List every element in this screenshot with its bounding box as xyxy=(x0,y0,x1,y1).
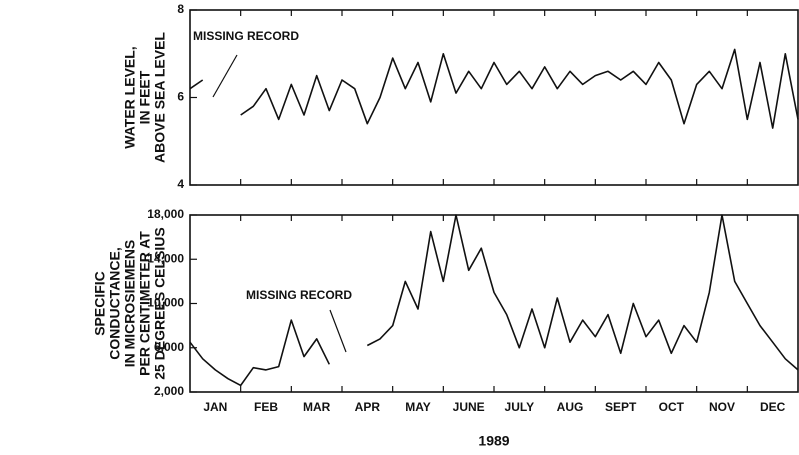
y-axis-label: 25 DEGREES CELSIUS xyxy=(152,227,168,380)
y-axis-label: PER CENTIMETER AT xyxy=(137,231,153,376)
annotation-line xyxy=(329,309,347,353)
y-tick-label: 18,000 xyxy=(147,207,184,221)
x-tick-label: JULY xyxy=(505,400,535,414)
x-tick-label: APR xyxy=(355,400,381,414)
y-axis-label: ABOVE SEA LEVEL xyxy=(152,32,168,163)
x-axis-label: 1989 xyxy=(478,433,509,449)
x-tick-label: MAR xyxy=(303,400,331,414)
x-tick-label: SEPT xyxy=(605,400,637,414)
x-tick-label: OCT xyxy=(659,400,685,414)
x-tick-label: JAN xyxy=(203,400,227,414)
y-axis-label: SPECIFIC xyxy=(92,271,108,336)
annotation: MISSING RECORD xyxy=(246,288,352,302)
y-tick-label: 2,000 xyxy=(154,384,184,398)
x-tick-label: JUNE xyxy=(453,400,485,414)
y-axis-label: CONDUCTANCE, xyxy=(107,247,123,360)
x-tick-label: NOV xyxy=(709,400,735,414)
data-line xyxy=(189,214,799,387)
y-axis-label: IN FEET xyxy=(137,70,153,124)
data-line xyxy=(189,48,799,129)
x-tick-label: MAY xyxy=(405,400,431,414)
y-tick-label: 10,000 xyxy=(147,296,184,310)
x-tick-label: FEB xyxy=(254,400,278,414)
y-tick-label: 14,000 xyxy=(147,251,184,265)
y-tick-label: 6 xyxy=(177,90,184,104)
y-axis-label: WATER LEVEL, xyxy=(122,46,138,148)
y-tick-label: 4 xyxy=(177,177,184,191)
annotation-line xyxy=(212,54,238,98)
y-tick-label: 6,000 xyxy=(154,340,184,354)
x-tick-label: AUG xyxy=(557,400,584,414)
y-axis-label: IN MICROSIEMENS xyxy=(122,240,138,368)
annotation: MISSING RECORD xyxy=(193,29,299,43)
y-tick-label: 8 xyxy=(177,2,184,16)
x-tick-label: DEC xyxy=(760,400,786,414)
